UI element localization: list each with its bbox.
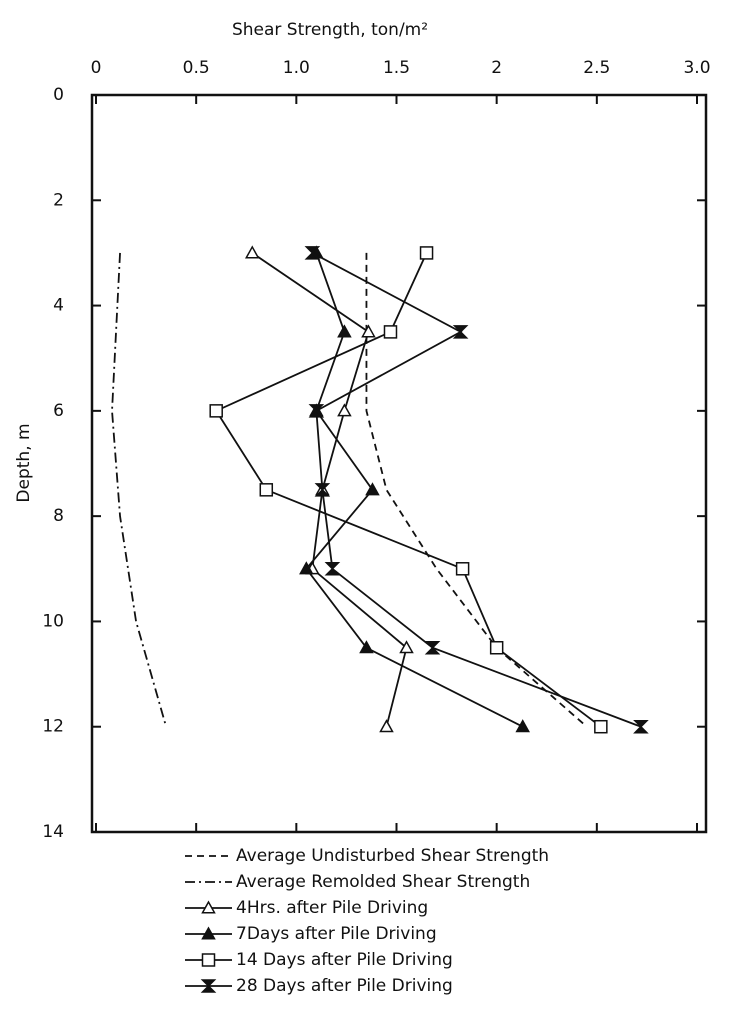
- data-point: [489, 641, 504, 655]
- legend-label: 7Days after Pile Driving: [236, 924, 437, 944]
- legend-marker: [201, 953, 216, 967]
- legend-label: Average Undisturbed Shear Strength: [236, 846, 549, 866]
- y-tick-label: 14: [42, 822, 64, 842]
- legend-marker: [201, 926, 216, 940]
- y-axis-label: Depth, m: [14, 423, 34, 502]
- y-tick-label: 10: [42, 611, 64, 631]
- data-point: [452, 325, 469, 339]
- x-tick-label: 1.5: [383, 58, 410, 78]
- data-point: [419, 246, 434, 260]
- data-point: [633, 719, 649, 734]
- series-line: [311, 252, 642, 728]
- data-point: [337, 324, 352, 338]
- y-tick-label: 8: [53, 506, 64, 526]
- y-tick-label: 6: [53, 401, 64, 421]
- data-point: [259, 483, 274, 497]
- data-point: [399, 640, 414, 654]
- legend-label: Average Remolded Shear Strength: [236, 872, 530, 892]
- data-point: [209, 404, 223, 418]
- data-point: [299, 561, 314, 575]
- x-tick-label: 0: [91, 58, 102, 78]
- data-point: [383, 325, 398, 339]
- x-tick-label: 3.0: [683, 58, 710, 78]
- plot-frame: [90, 93, 708, 834]
- y-tick-label: 4: [53, 296, 64, 316]
- data-point: [359, 640, 374, 654]
- series-line: [214, 252, 602, 728]
- series-line: [305, 252, 524, 728]
- x-tick-label: 2: [491, 58, 502, 78]
- legend-label: 4Hrs. after Pile Driving: [236, 898, 428, 918]
- legend-marker: [201, 900, 216, 914]
- data-point: [515, 719, 530, 733]
- data-point: [244, 245, 260, 259]
- legend-label: 28 Days after Pile Driving: [236, 976, 453, 996]
- legend-marker: [200, 979, 217, 993]
- legend-label: 14 Days after Pile Driving: [236, 950, 453, 970]
- series-line: [365, 252, 588, 728]
- y-tick-label: 12: [42, 717, 64, 737]
- data-point: [337, 403, 352, 417]
- y-tick-label: 0: [53, 85, 64, 105]
- data-point: [379, 719, 394, 733]
- chart-title: Shear Strength, ton/m²: [232, 20, 428, 40]
- y-tick-label: 2: [53, 190, 64, 210]
- data-point: [324, 562, 341, 576]
- data-point: [594, 719, 608, 734]
- data-point: [361, 324, 376, 338]
- x-tick-label: 2.5: [583, 58, 610, 78]
- x-tick-label: 1.0: [283, 58, 310, 78]
- x-tick-label: 0.5: [183, 58, 210, 78]
- data-point: [455, 562, 470, 576]
- data-point: [304, 246, 321, 260]
- data-point: [365, 482, 380, 496]
- data-point: [308, 404, 325, 418]
- data-point: [314, 483, 331, 497]
- series-line: [111, 252, 167, 727]
- data-point: [424, 641, 441, 655]
